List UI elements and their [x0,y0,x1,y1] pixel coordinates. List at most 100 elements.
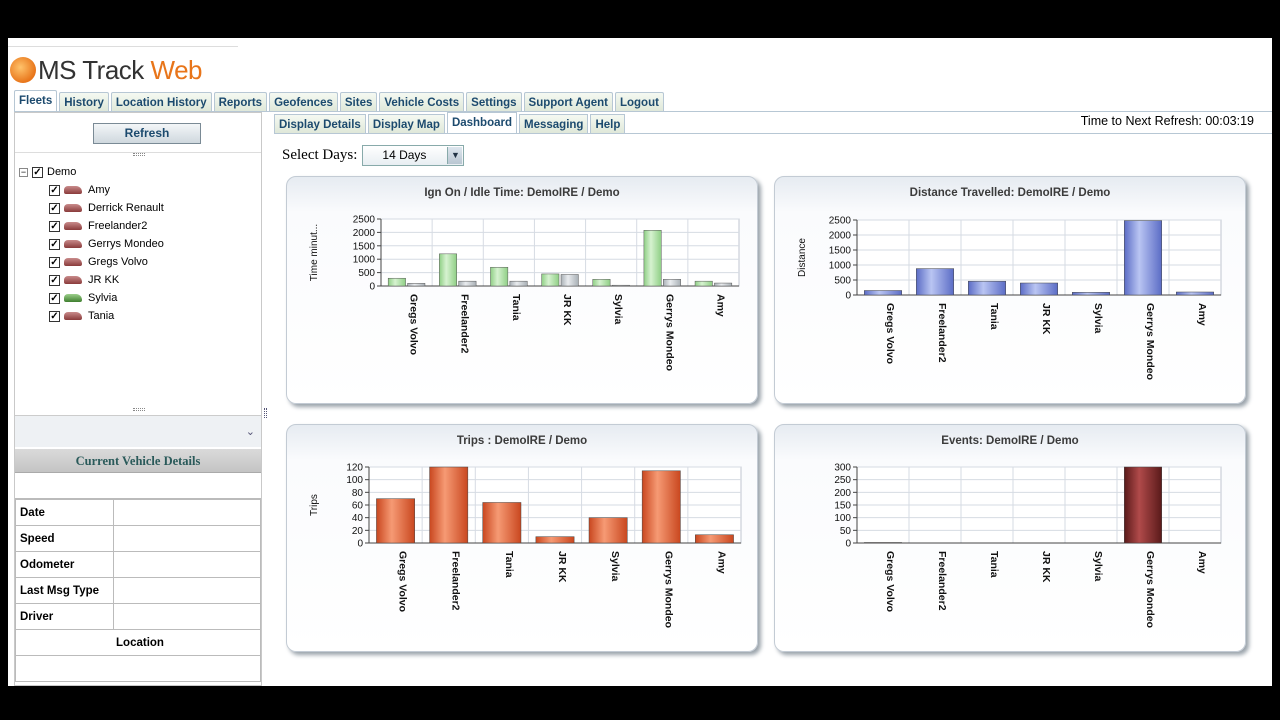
tab-vehicle-costs[interactable]: Vehicle Costs [379,92,465,111]
refresh-bar: Refresh [15,113,261,153]
svg-text:Amy: Amy [1196,303,1208,326]
svg-text:Sylvia: Sylvia [612,294,624,325]
chart-title: Events: DemoIRE / Demo [941,435,1079,447]
car-icon [64,312,82,320]
app-title: MS Track Web [38,54,203,86]
tab-reports[interactable]: Reports [213,92,268,111]
svg-text:Amy: Amy [714,294,726,317]
vehicle-details-table: Date Speed Odometer Last Msg Type Driver Loca… [15,499,261,682]
tree-item-vehicle[interactable]: ✓ Tania [49,307,164,325]
resize-grip[interactable] [133,153,145,156]
checkbox-checked-icon[interactable]: ✓ [49,310,60,322]
svg-text:40: 40 [352,513,364,524]
svg-text:1000: 1000 [829,261,852,272]
detail-value [113,603,261,630]
checkbox-checked-icon[interactable]: ✓ [49,220,60,232]
divider [8,46,238,47]
chevron-down-icon[interactable]: ⌄ [245,426,255,438]
detail-row: Date [15,499,261,526]
svg-text:Time minut...: Time minut... [309,224,320,281]
detail-label: Date [15,499,114,526]
svg-text:100: 100 [834,513,851,524]
chart-title: Distance Travelled: DemoIRE / Demo [909,187,1111,199]
checkbox-checked-icon[interactable]: ✓ [49,274,60,286]
vehicle-name: Tania [88,310,115,322]
subtab-dashboard[interactable]: Dashboard [446,112,518,133]
collapse-bar[interactable]: ⌄ [15,415,261,447]
car-icon [64,240,82,248]
days-dropdown[interactable]: 14 Days ▼ [362,145,465,166]
tree-item-vehicle[interactable]: ✓ Freelander2 [49,217,164,235]
dropdown-arrow-icon[interactable]: ▼ [447,147,463,164]
tree-item-vehicle[interactable]: ✓ Gregs Volvo [49,253,164,271]
subtab-display-details[interactable]: Display Details [274,114,366,133]
svg-text:JR KK: JR KK [556,551,568,583]
svg-text:Sylvia: Sylvia [1092,551,1104,582]
svg-text:2500: 2500 [829,216,852,227]
tab-geofences[interactable]: Geofences [269,92,338,111]
refresh-button[interactable]: Refresh [93,123,201,144]
subtab-display-map[interactable]: Display Map [367,114,445,133]
checkbox-checked-icon[interactable]: ✓ [49,184,60,196]
svg-text:2000: 2000 [353,228,376,239]
svg-text:Gerrys Mondeo: Gerrys Mondeo [663,294,675,371]
location-label: Location [15,629,261,656]
checkbox-checked-icon[interactable]: ✓ [49,292,60,304]
app-logo: MS Track Web [10,54,203,86]
car-icon [64,258,82,266]
tab-sites[interactable]: Sites [339,92,378,111]
car-icon [64,186,82,194]
subtab-help[interactable]: Help [590,114,626,133]
app-title-suffix: Web [150,54,203,85]
collapse-icon[interactable]: − [19,166,28,177]
checkbox-checked-icon[interactable]: ✓ [49,256,60,268]
car-icon [64,204,82,212]
chart-title: Trips : DemoIRE / Demo [456,435,588,447]
vehicle-name: Gerrys Mondeo [88,238,164,250]
location-value [15,655,261,682]
svg-text:20: 20 [352,526,364,537]
tree-item-vehicle[interactable]: ✓ Sylvia [49,289,164,307]
svg-text:1500: 1500 [353,241,376,252]
tab-history[interactable]: History [59,92,109,111]
checkbox-checked-icon[interactable]: ✓ [49,238,60,250]
svg-text:JR KK: JR KK [1040,551,1052,583]
subtab-messaging[interactable]: Messaging [519,114,589,133]
tab-fleets[interactable]: Fleets [14,90,58,111]
tab-location-history[interactable]: Location History [110,92,212,111]
vehicle-tree: − ✓ Demo ✓ Amy ✓ Derrick Renault ✓ Freelander… [19,163,164,325]
checkbox-checked-icon[interactable]: ✓ [49,202,60,214]
svg-text:1500: 1500 [829,246,852,257]
svg-text:Amy: Amy [715,551,727,574]
tree-item-vehicle[interactable]: ✓ Derrick Renault [49,199,164,217]
chart-panel-ign-idle: Ign On / Idle Time: DemoIRE / Demo 0 500 1… [286,176,758,404]
svg-text:Gregs Volvo: Gregs Volvo [884,551,896,612]
vehicle-name: Amy [88,184,110,196]
tree-item-vehicle[interactable]: ✓ Amy [49,181,164,199]
svg-text:2000: 2000 [829,231,852,242]
vehicle-name: Freelander2 [88,220,148,232]
vehicle-name: JR KK [88,274,120,286]
sub-tabs: Display Details Display Map Dashboard Messa… [274,112,626,133]
car-icon-green [64,294,82,302]
resize-grip[interactable] [133,408,145,411]
svg-text:JR KK: JR KK [561,294,573,326]
vehicle-name: Gregs Volvo [88,256,148,268]
tab-support-agent[interactable]: Support Agent [523,92,613,111]
svg-text:2500: 2500 [353,215,376,226]
checkbox-checked-icon[interactable]: ✓ [32,166,43,178]
tree-item-vehicle[interactable]: ✓ Gerrys Mondeo [49,235,164,253]
tab-settings[interactable]: Settings [466,92,522,111]
chart-panel-trips: Trips : DemoIRE / Demo 0 20 40 60 80 100 120 Tr… [286,424,758,652]
chart-title: Ign On / Idle Time: DemoIRE / Demo [424,187,620,199]
svg-text:Gerrys Mondeo: Gerrys Mondeo [1144,303,1156,380]
detail-row: Speed [15,525,261,552]
detail-row: Last Msg Type [15,577,261,604]
tab-logout[interactable]: Logout [614,92,664,111]
vertical-splitter[interactable] [264,408,267,418]
tree-root-label: Demo [47,166,77,178]
tree-item-vehicle[interactable]: ✓ JR KK [49,271,164,289]
svg-text:250: 250 [834,475,851,486]
tree-root[interactable]: − ✓ Demo [19,163,164,181]
refresh-timer: Time to Next Refresh: 00:03:19 [1080,114,1254,128]
